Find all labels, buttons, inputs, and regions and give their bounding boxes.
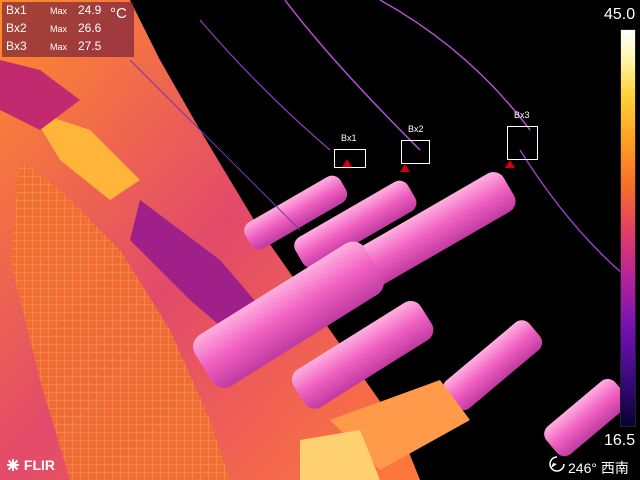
measurement-row: Bx1 Max 24.9 bbox=[2, 2, 134, 20]
flir-snowflake-icon bbox=[7, 459, 19, 471]
max-value: 27.5 bbox=[78, 39, 102, 53]
box-label-bx1: Bx1 bbox=[341, 133, 357, 143]
compass-arrow-icon bbox=[548, 455, 566, 476]
box-name: Bx2 bbox=[6, 21, 27, 35]
compass-heading: 246° 西南 bbox=[568, 460, 629, 476]
temperature-unit: °C bbox=[110, 5, 127, 22]
max-value: 26.6 bbox=[78, 21, 102, 35]
max-label: Max bbox=[50, 6, 68, 16]
box-label-bx3: Bx3 bbox=[514, 110, 530, 120]
max-label: Max bbox=[50, 24, 68, 34]
measurement-panel: Bx1 Max 24.9 Bx2 Max 26.6 Bx3 Max 27.5 °… bbox=[2, 2, 134, 57]
hotspot-marker-icon bbox=[342, 159, 352, 167]
measurement-row: Bx3 Max 27.5 bbox=[2, 38, 134, 56]
temperature-scale-bar bbox=[620, 29, 636, 427]
scale-max-value: 45.0 bbox=[604, 6, 636, 23]
measurement-row: Bx2 Max 26.6 bbox=[2, 20, 134, 38]
measurement-box-bx3[interactable] bbox=[507, 126, 538, 160]
box-name: Bx1 bbox=[6, 3, 27, 17]
hotspot-marker-icon bbox=[400, 164, 410, 172]
hotspot-marker-icon bbox=[505, 160, 515, 168]
measurement-box-bx1[interactable] bbox=[334, 149, 366, 168]
max-label: Max bbox=[50, 42, 68, 52]
logo-text: FLIR bbox=[23, 457, 55, 473]
measurement-box-bx2[interactable] bbox=[401, 140, 430, 164]
box-name: Bx3 bbox=[6, 39, 27, 53]
max-value: 24.9 bbox=[78, 3, 102, 17]
flir-logo: FLIR bbox=[6, 457, 55, 473]
box-label-bx2: Bx2 bbox=[408, 124, 424, 134]
scale-min-value: 16.5 bbox=[604, 432, 636, 449]
